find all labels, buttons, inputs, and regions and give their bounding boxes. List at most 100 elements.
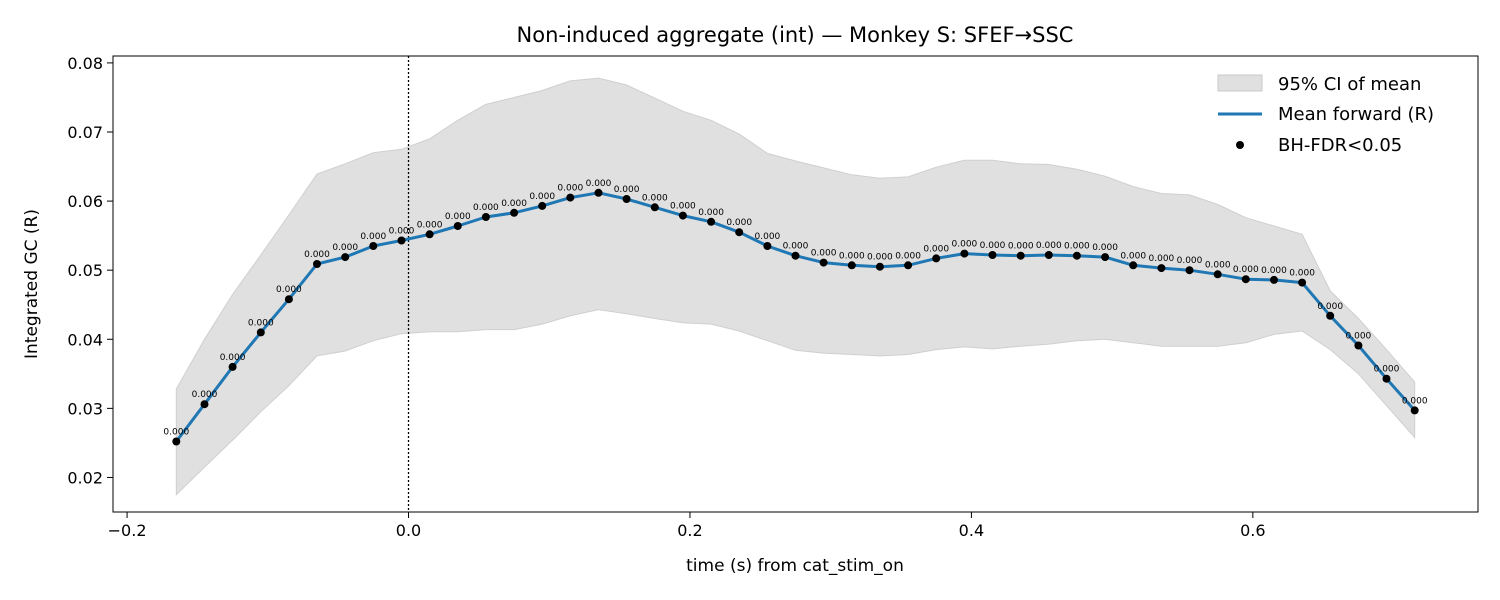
fdr-point xyxy=(481,213,490,221)
legend-point-label: BH-FDR<0.05 xyxy=(1278,135,1402,156)
p-value-label: 0.000 xyxy=(1402,396,1428,406)
p-value-label: 0.000 xyxy=(417,220,443,230)
p-value-label: 0.000 xyxy=(1008,242,1034,252)
p-value-label: 0.000 xyxy=(248,318,274,328)
p-value-label: 0.000 xyxy=(642,193,668,203)
ci-band xyxy=(175,77,1416,496)
p-value-label: 0.000 xyxy=(1289,269,1315,279)
y-axis: 0.02 0.03 0.04 0.05 0.06 0.07 0.08 xyxy=(67,54,113,487)
p-value-label: 0.000 xyxy=(1149,254,1175,264)
x-tick-label: −0.2 xyxy=(108,521,147,540)
y-tick-label: 0.04 xyxy=(67,330,103,349)
fdr-point xyxy=(960,249,969,258)
p-value-label: 0.000 xyxy=(1120,251,1146,261)
y-tick-label: 0.05 xyxy=(67,261,103,280)
x-tick-label: 0.2 xyxy=(677,521,702,540)
p-value-label: 0.000 xyxy=(670,202,696,212)
fdr-point xyxy=(1072,251,1081,260)
x-tick-label: 0.6 xyxy=(1240,521,1265,540)
fdr-point xyxy=(425,230,434,239)
fdr-point xyxy=(819,258,828,267)
x-axis-label: time (s) from cat_stim_on xyxy=(686,556,904,576)
fdr-point xyxy=(397,236,406,245)
fdr-point xyxy=(1326,311,1335,320)
fdr-point xyxy=(369,242,378,250)
fdr-point xyxy=(341,253,350,262)
fdr-point xyxy=(650,203,659,212)
chart-title: Non-induced aggregate (int) — Monkey S: … xyxy=(517,23,1074,47)
fdr-point xyxy=(313,260,321,268)
ci-layer xyxy=(175,77,1416,496)
p-value-label: 0.000 xyxy=(332,243,358,253)
fdr-point xyxy=(1298,278,1307,287)
y-tick-label: 0.08 xyxy=(67,54,103,73)
fdr-point xyxy=(932,254,941,263)
p-value-label: 0.000 xyxy=(586,179,612,189)
points-layer xyxy=(172,188,1419,446)
p-value-label: 0.000 xyxy=(501,199,527,209)
p-value-label: 0.000 xyxy=(811,249,837,259)
fdr-point xyxy=(847,261,856,270)
p-value-label: 0.000 xyxy=(726,218,752,228)
p-value-label: 0.000 xyxy=(614,185,640,195)
p-value-label: 0.000 xyxy=(839,251,865,261)
y-tick-label: 0.07 xyxy=(67,123,103,142)
fdr-point xyxy=(763,242,772,250)
fdr-point xyxy=(988,251,997,259)
fdr-point xyxy=(707,217,716,226)
y-tick-label: 0.02 xyxy=(67,468,103,487)
legend-ci-swatch xyxy=(1217,74,1263,92)
y-tick-label: 0.03 xyxy=(67,399,103,418)
p-value-label: 0.000 xyxy=(1064,242,1090,252)
p-value-label: 0.000 xyxy=(276,285,302,295)
p-value-label: 0.000 xyxy=(192,390,218,400)
p-value-label: 0.000 xyxy=(1036,241,1062,251)
fdr-point xyxy=(904,261,913,270)
plot-frame xyxy=(112,55,1479,513)
legend-ci-label: 95% CI of mean xyxy=(1278,74,1421,95)
p-value-label: 0.000 xyxy=(304,250,330,260)
p-value-label: 0.000 xyxy=(783,242,809,252)
p-value-label: 0.000 xyxy=(557,184,583,194)
p-value-label: 0.000 xyxy=(755,232,781,242)
legend-line-label: Mean forward (R) xyxy=(1278,104,1434,125)
p-value-label: 0.000 xyxy=(895,251,921,261)
fdr-point xyxy=(1270,275,1278,284)
p-value-label: 0.000 xyxy=(1233,265,1259,275)
fdr-point xyxy=(791,251,800,260)
fdr-point xyxy=(510,208,519,217)
p-value-label: 0.000 xyxy=(1205,260,1231,270)
x-axis: −0.2 0.0 0.2 0.4 0.6 xyxy=(108,512,1266,540)
p-value-label: 0.000 xyxy=(473,203,499,213)
p-value-label: 0.000 xyxy=(360,232,386,242)
fdr-point xyxy=(1382,374,1391,383)
p-value-label: 0.000 xyxy=(980,241,1006,251)
fdr-point xyxy=(622,195,631,203)
x-tick-label: 0.0 xyxy=(396,521,421,540)
labels-layer: 0.0000.0000.0000.0000.0000.0000.0000.000… xyxy=(163,179,1427,438)
fdr-point xyxy=(875,262,884,271)
p-value-label: 0.000 xyxy=(1317,302,1343,312)
p-value-label: 0.000 xyxy=(867,253,893,263)
fdr-point xyxy=(1016,251,1025,260)
p-value-label: 0.000 xyxy=(952,240,978,250)
fdr-point xyxy=(1185,266,1194,275)
legend-point-swatch xyxy=(1236,141,1244,149)
fdr-point xyxy=(1101,253,1110,262)
fdr-point xyxy=(1213,270,1222,279)
fdr-point xyxy=(538,201,547,210)
p-value-label: 0.000 xyxy=(389,227,415,237)
p-value-label: 0.000 xyxy=(163,428,189,438)
legend: 95% CI of mean Mean forward (R) BH-FDR<0… xyxy=(1217,74,1434,156)
p-value-label: 0.000 xyxy=(220,353,246,363)
p-value-label: 0.000 xyxy=(445,212,471,222)
y-axis-label: Integrated GC (R) xyxy=(22,209,42,359)
p-value-label: 0.000 xyxy=(1346,332,1372,342)
fdr-point xyxy=(1354,341,1363,350)
fdr-point xyxy=(1044,251,1053,259)
p-value-label: 0.000 xyxy=(698,208,724,218)
p-value-label: 0.000 xyxy=(529,192,555,202)
p-value-label: 0.000 xyxy=(923,244,949,254)
x-tick-label: 0.4 xyxy=(959,521,984,540)
